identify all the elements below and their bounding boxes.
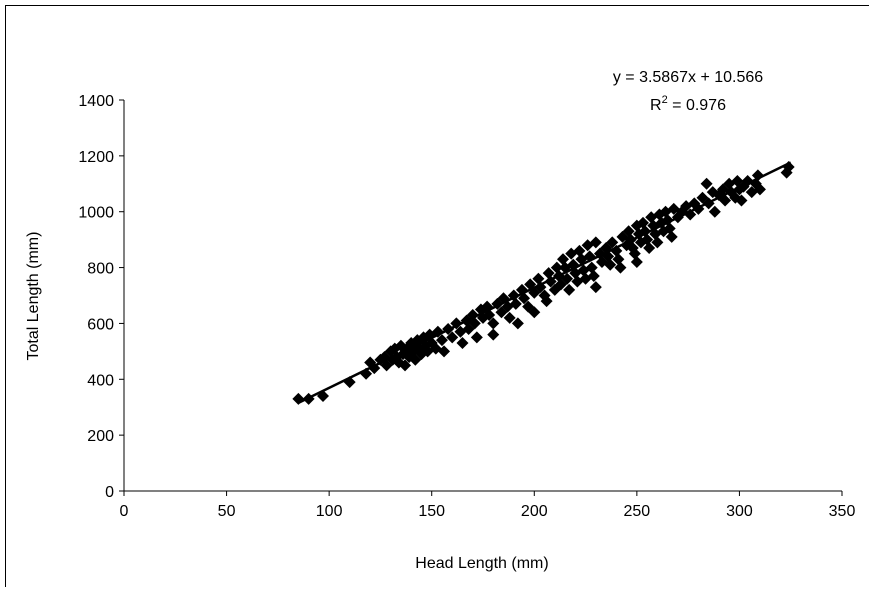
data-point bbox=[585, 261, 598, 274]
data-point bbox=[663, 222, 676, 235]
data-point bbox=[643, 242, 656, 255]
y-tick-label: 400 bbox=[87, 372, 114, 389]
x-tick-label: 50 bbox=[218, 503, 236, 520]
x-tick-label: 150 bbox=[418, 503, 445, 520]
data-point bbox=[628, 247, 641, 260]
data-point bbox=[684, 208, 697, 221]
data-point bbox=[589, 236, 602, 249]
data-point bbox=[509, 297, 522, 310]
y-axis-label: Total Length (mm) bbox=[25, 232, 42, 361]
x-tick-label: 250 bbox=[624, 503, 651, 520]
data-point bbox=[641, 233, 654, 246]
r2-suffix: = 0.976 bbox=[668, 97, 726, 114]
data-point bbox=[435, 334, 448, 347]
x-axis-label: Head Length (mm) bbox=[415, 555, 548, 572]
data-point bbox=[637, 216, 650, 229]
r2-prefix: R bbox=[650, 97, 662, 114]
x-tick-label: 100 bbox=[316, 503, 343, 520]
data-point bbox=[614, 261, 627, 274]
data-point bbox=[470, 331, 483, 344]
trendline bbox=[297, 161, 792, 405]
chart-frame-border bbox=[5, 5, 869, 587]
data-point bbox=[753, 183, 766, 196]
data-point bbox=[612, 253, 625, 266]
data-point bbox=[399, 359, 412, 372]
data-point bbox=[719, 194, 732, 207]
data-point bbox=[604, 258, 617, 271]
data-point bbox=[528, 306, 541, 319]
data-point bbox=[431, 325, 444, 338]
x-tick-label: 300 bbox=[726, 503, 753, 520]
x-tick-label: 350 bbox=[829, 503, 856, 520]
data-point bbox=[700, 177, 713, 190]
data-point bbox=[487, 328, 500, 341]
data-point bbox=[557, 253, 570, 266]
data-point bbox=[532, 272, 545, 285]
data-point bbox=[438, 345, 451, 358]
y-tick-label: 800 bbox=[87, 261, 114, 278]
x-tick-label: 200 bbox=[521, 503, 548, 520]
data-point bbox=[589, 281, 602, 294]
data-point bbox=[563, 283, 576, 296]
data-point bbox=[735, 194, 748, 207]
y-tick-label: 1000 bbox=[78, 205, 114, 222]
data-point bbox=[550, 261, 563, 274]
data-point bbox=[622, 225, 635, 238]
y-tick-label: 0 bbox=[105, 484, 114, 501]
y-tick-label: 600 bbox=[87, 316, 114, 333]
data-point bbox=[651, 236, 664, 249]
trendline-r-squared: R2 = 0.976 bbox=[650, 94, 726, 114]
data-point bbox=[542, 267, 555, 280]
data-point bbox=[511, 317, 524, 330]
data-point bbox=[665, 230, 678, 243]
data-point bbox=[292, 392, 305, 405]
x-tick-label: 0 bbox=[120, 503, 129, 520]
y-ticks: 0 200 400 600 800 1000 1200 1400 bbox=[78, 93, 124, 501]
data-point bbox=[503, 311, 516, 324]
y-tick-label: 200 bbox=[87, 428, 114, 445]
y-tick-label: 1200 bbox=[78, 149, 114, 166]
data-point bbox=[561, 272, 574, 285]
data-point bbox=[446, 331, 459, 344]
data-point bbox=[606, 236, 619, 249]
r2-superscript: 2 bbox=[662, 94, 668, 106]
data-point bbox=[540, 295, 553, 308]
x-ticks: 0 50 100 150 200 250 300 350 bbox=[120, 491, 856, 520]
data-point bbox=[487, 317, 500, 330]
data-point bbox=[456, 336, 469, 349]
data-point bbox=[573, 244, 586, 257]
y-tick-label: 1400 bbox=[78, 93, 114, 110]
data-point bbox=[630, 255, 643, 268]
data-point bbox=[708, 205, 721, 218]
axes bbox=[123, 100, 842, 492]
trendline-equation: y = 3.5867x + 10.566 bbox=[613, 69, 763, 86]
data-point bbox=[587, 269, 600, 282]
data-point bbox=[468, 317, 481, 330]
